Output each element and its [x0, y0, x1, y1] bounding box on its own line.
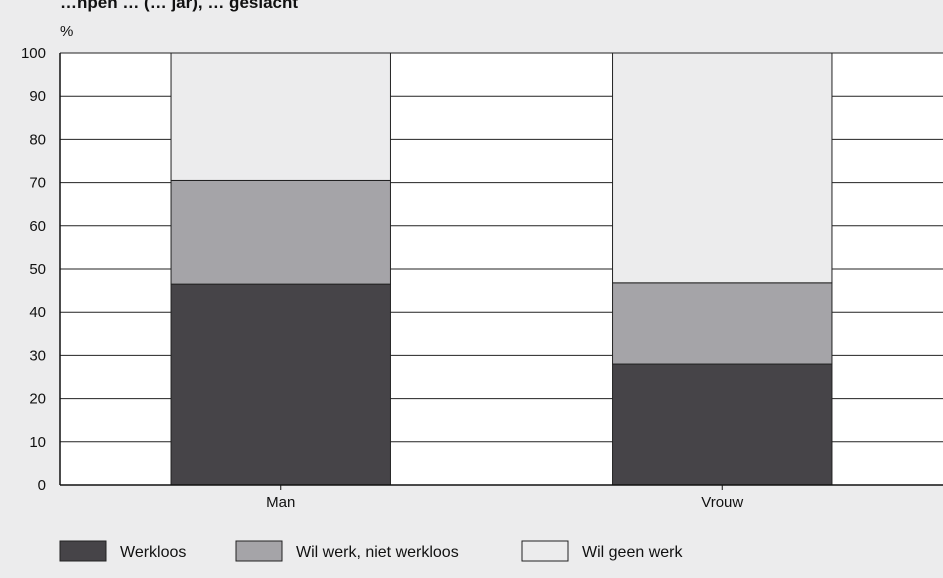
- legend-label: Werkloos: [120, 544, 186, 561]
- legend-swatch: [236, 541, 282, 561]
- y-tick-label: 50: [29, 261, 46, 278]
- x-category-label: Vrouw: [701, 494, 743, 511]
- x-category-labels: Man Vrouw: [266, 494, 743, 511]
- y-tick-label: 10: [29, 434, 46, 451]
- bar-vrouw-wil-werk-niet-werkloos: [613, 283, 832, 364]
- bar-vrouw-wil-geen-werk: [613, 53, 832, 283]
- y-tick-label: 80: [29, 131, 46, 148]
- bar-man-werkloos: [171, 284, 390, 485]
- y-tick-label: 40: [29, 304, 46, 321]
- legend-swatch: [522, 541, 568, 561]
- y-tick-labels: 0 10 20 30 40 50 60 70 80 90 100: [21, 45, 46, 494]
- y-tick-label: 0: [38, 477, 46, 494]
- legend: Werkloos Wil werk, niet werkloos Wil geen …: [60, 541, 683, 561]
- bar-vrouw-werkloos: [613, 364, 832, 485]
- y-tick-label: 90: [29, 88, 46, 105]
- legend-label: Wil geen werk: [582, 544, 683, 561]
- bar-man-wil-werk-niet-werkloos: [171, 180, 390, 284]
- y-tick-label: 100: [21, 45, 46, 62]
- chart-title: …npen … (… jar), … geslacht: [60, 0, 298, 12]
- y-tick-label: 20: [29, 391, 46, 408]
- bar-man-wil-geen-werk: [171, 53, 390, 180]
- legend-label: Wil werk, niet werkloos: [296, 544, 459, 561]
- y-tick-label: 70: [29, 175, 46, 192]
- y-axis-unit-label: %: [60, 23, 73, 40]
- y-tick-label: 60: [29, 218, 46, 235]
- y-tick-label: 30: [29, 347, 46, 364]
- legend-swatch: [60, 541, 106, 561]
- x-category-label: Man: [266, 494, 295, 511]
